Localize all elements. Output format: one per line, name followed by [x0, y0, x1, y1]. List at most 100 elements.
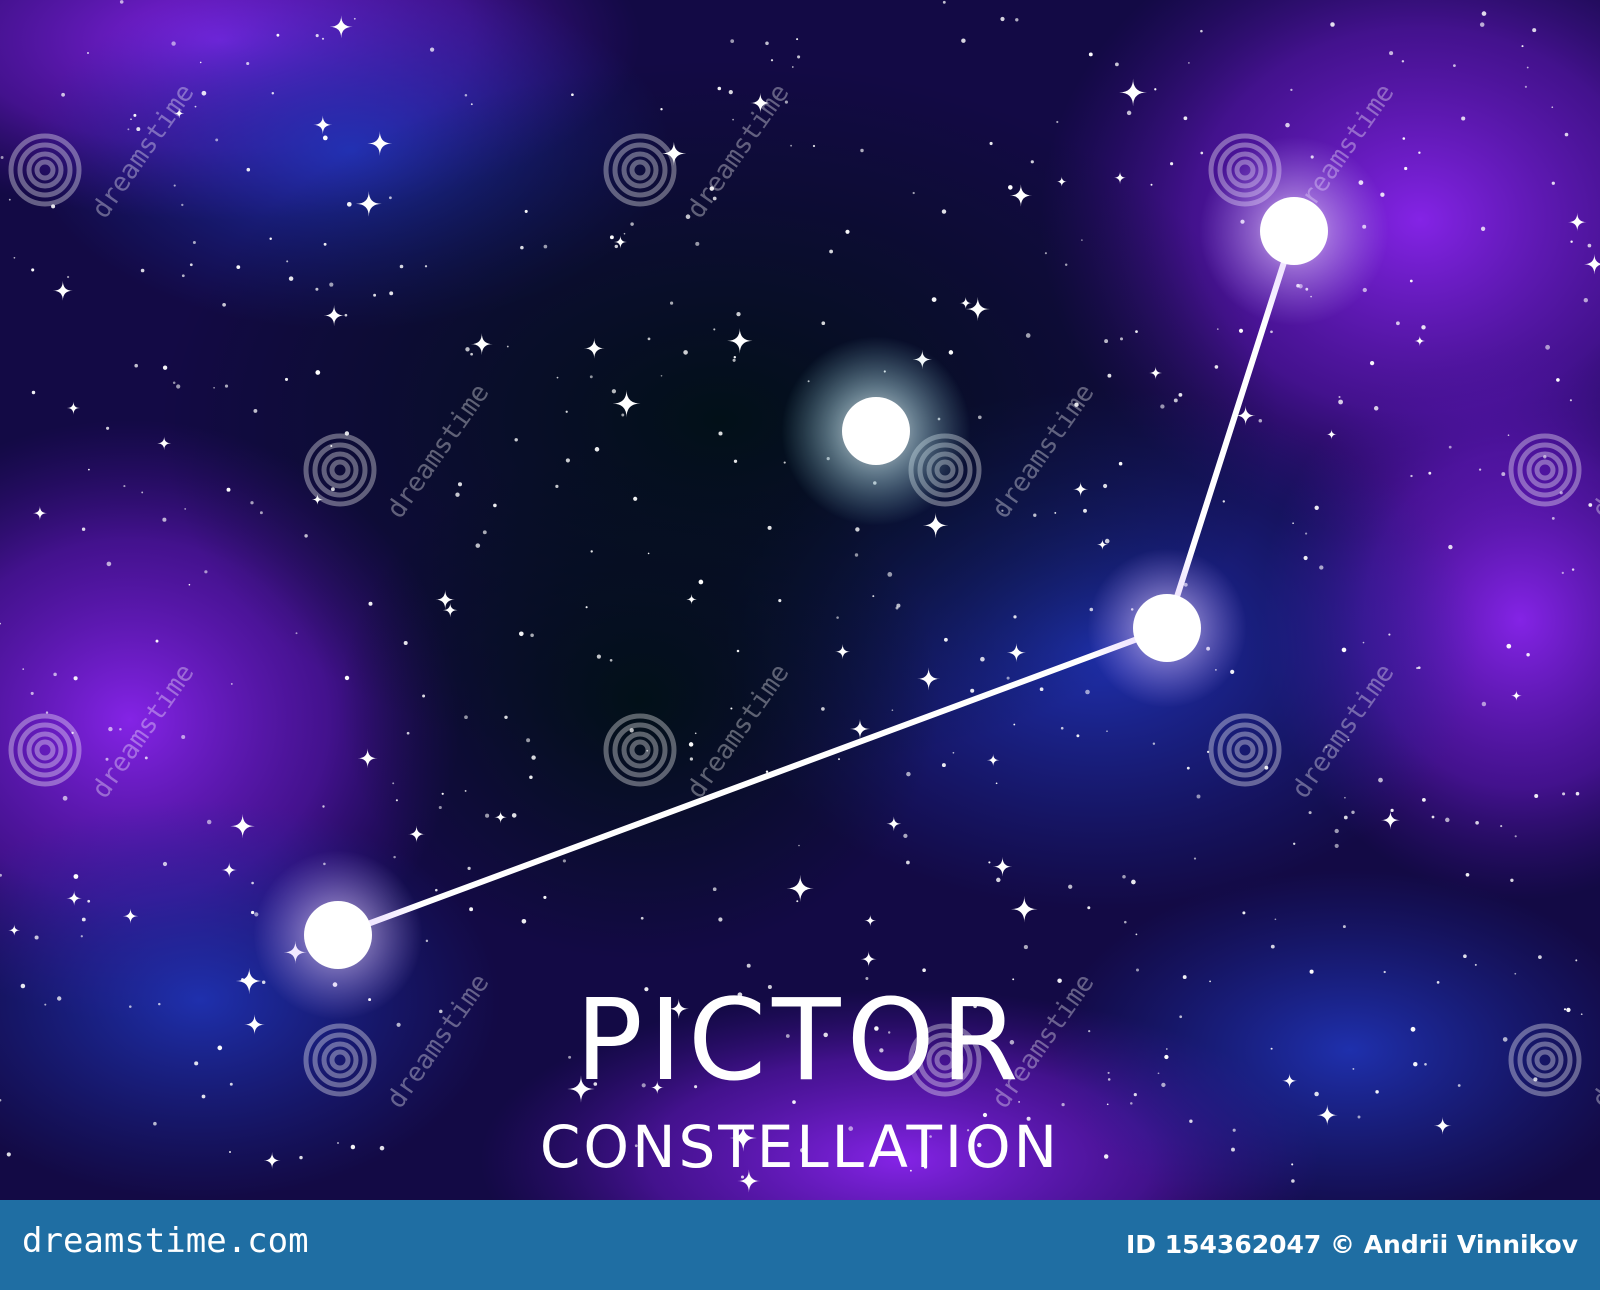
field-star — [966, 1129, 970, 1132]
field-star — [246, 61, 250, 66]
field-star — [1588, 503, 1593, 507]
field-star — [1186, 766, 1190, 770]
field-star — [1170, 162, 1174, 166]
field-star — [1500, 825, 1503, 828]
field-star — [796, 900, 799, 903]
field-star — [1532, 28, 1537, 33]
constellation-subtitle: CONSTELLATION — [539, 1113, 1061, 1181]
field-star — [30, 691, 34, 695]
sparkle-star — [407, 825, 426, 843]
sparkle-star — [650, 1080, 665, 1095]
field-star — [1342, 925, 1346, 929]
sparkle-star — [1433, 1116, 1452, 1135]
field-star — [736, 649, 740, 653]
field-star — [1160, 404, 1165, 409]
field-star — [0, 1099, 2, 1102]
field-star — [1575, 791, 1580, 796]
field-star — [740, 1175, 745, 1179]
field-star — [874, 1026, 879, 1031]
stock-footer-band: dreamstime.com ID 154362047 © Andrii Vin… — [0, 1200, 1600, 1290]
field-star — [1526, 652, 1530, 657]
field-star — [887, 572, 893, 577]
field-star — [1001, 509, 1004, 512]
field-star — [838, 758, 840, 761]
field-star — [1314, 505, 1319, 510]
sparkle-star — [835, 644, 851, 660]
field-star — [909, 1169, 912, 1172]
field-star — [1054, 511, 1057, 514]
field-star — [623, 232, 626, 235]
sparkle-star — [1006, 643, 1026, 663]
field-star — [22, 668, 25, 670]
field-star — [596, 654, 601, 659]
field-star — [1551, 181, 1555, 185]
pictor-constellation — [253, 136, 1389, 1020]
field-star — [1009, 1040, 1015, 1045]
field-star — [344, 431, 350, 436]
sparkle-star — [235, 967, 263, 995]
field-star — [1164, 1054, 1169, 1060]
sparkle-star — [494, 810, 507, 824]
field-star — [1378, 777, 1383, 783]
sparkle-star — [1326, 429, 1337, 440]
sparkle-star — [157, 436, 172, 451]
field-star — [485, 813, 490, 818]
sparkle-star — [8, 924, 21, 937]
field-star — [695, 241, 700, 246]
field-star — [1357, 1115, 1361, 1119]
field-star — [250, 501, 254, 505]
field-star — [321, 37, 325, 40]
field-star — [1410, 474, 1413, 478]
field-star — [1120, 337, 1123, 341]
field-star — [271, 92, 275, 95]
field-star — [199, 61, 202, 64]
field-star — [1136, 968, 1139, 972]
sparkle-star — [886, 816, 902, 832]
field-star — [106, 426, 110, 430]
field-star — [1533, 1077, 1538, 1082]
field-star — [1154, 88, 1157, 91]
field-star — [1344, 796, 1346, 799]
field-star — [1502, 1037, 1508, 1042]
field-star — [821, 321, 826, 326]
field-star — [1461, 116, 1466, 121]
field-star — [1130, 1102, 1133, 1105]
field-star — [647, 552, 650, 555]
field-star — [1150, 183, 1153, 186]
field-star — [944, 637, 948, 642]
field-star — [57, 996, 62, 1001]
field-star — [1388, 633, 1391, 636]
field-star — [665, 1148, 670, 1154]
sparkle-star — [367, 131, 393, 156]
field-star — [1206, 750, 1210, 754]
field-star — [767, 984, 772, 990]
field-star — [1563, 1008, 1567, 1011]
star-beta — [1133, 594, 1201, 662]
field-star — [1562, 792, 1566, 796]
field-star — [230, 682, 233, 685]
field-star — [1015, 18, 1019, 22]
field-star — [713, 328, 716, 331]
field-star — [977, 415, 982, 420]
field-star — [1013, 723, 1016, 726]
field-star — [1012, 978, 1015, 981]
field-star — [1448, 544, 1453, 550]
field-star — [770, 59, 774, 62]
field-star — [1413, 1061, 1418, 1067]
field-star — [1026, 1116, 1031, 1121]
sparkle-star — [686, 594, 697, 605]
field-star — [172, 381, 176, 384]
field-star — [455, 492, 460, 497]
field-star — [1135, 330, 1138, 333]
field-star — [1383, 970, 1386, 974]
field-star — [1131, 879, 1136, 885]
field-star — [1390, 808, 1394, 813]
field-star — [1238, 328, 1244, 333]
field-star — [251, 881, 254, 885]
field-star — [565, 410, 568, 413]
field-star — [872, 595, 875, 598]
field-star — [694, 732, 697, 735]
field-star — [521, 918, 527, 924]
field-star — [395, 799, 398, 802]
field-star — [1103, 1154, 1109, 1159]
